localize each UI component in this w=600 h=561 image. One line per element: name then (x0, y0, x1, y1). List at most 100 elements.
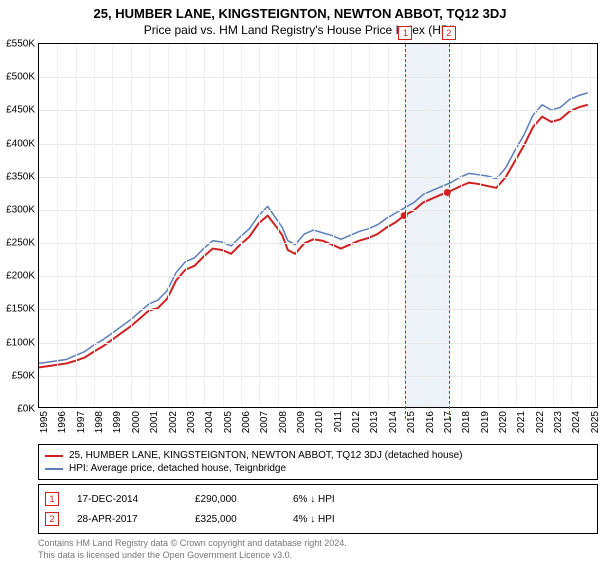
events-box: 117-DEC-2014£290,0006% ↓ HPI228-APR-2017… (38, 484, 598, 534)
gridline-h (39, 376, 597, 377)
x-axis-label: 2000 (131, 411, 142, 433)
x-axis-label: 2016 (425, 411, 436, 433)
x-axis-label: 2018 (461, 411, 472, 433)
event-price: £290,000 (195, 494, 275, 505)
x-axis-label: 2007 (259, 411, 270, 433)
x-axis-label: 2019 (480, 411, 491, 433)
x-axis-label: 2012 (351, 411, 362, 433)
x-axis-label: 2022 (535, 411, 546, 433)
gridline-v (388, 44, 389, 407)
gridline-v (223, 44, 224, 407)
x-axis-label: 2015 (406, 411, 417, 433)
plot-area: £0K£50K£100K£150K£200K£250K£300K£350K£40… (38, 43, 598, 408)
gridline-v (314, 44, 315, 407)
x-axis-label: 2006 (241, 411, 252, 433)
legend-swatch (45, 455, 63, 457)
legend-label: HPI: Average price, detached house, Teig… (69, 463, 286, 474)
y-axis-label: £100K (6, 337, 35, 348)
gridline-v (333, 44, 334, 407)
gridline-v (241, 44, 242, 407)
event-row: 2 28-APR-2017 £325,000 4% ↓ HPI (45, 509, 591, 529)
x-axis-label: 2005 (223, 411, 234, 433)
x-axis-label: 2024 (571, 411, 582, 433)
x-axis-label: 2002 (168, 411, 179, 433)
gridline-v (259, 44, 260, 407)
x-axis-label: 2013 (369, 411, 380, 433)
gridline-h (39, 77, 597, 78)
gridline-h (39, 343, 597, 344)
event-badge: 2 (45, 512, 59, 526)
line-svg (39, 44, 597, 407)
gridline-h (39, 177, 597, 178)
gridline-v (278, 44, 279, 407)
x-axis-label: 2011 (333, 411, 344, 433)
gridline-v (94, 44, 95, 407)
x-axis-label: 1995 (39, 411, 50, 433)
gridline-h (39, 210, 597, 211)
gridline-v (112, 44, 113, 407)
gridline-v (590, 44, 591, 407)
y-axis-label: £450K (6, 105, 35, 116)
gridline-v (76, 44, 77, 407)
x-axis-label: 2003 (186, 411, 197, 433)
gridline-v (168, 44, 169, 407)
x-axis-label: 2021 (516, 411, 527, 433)
event-delta: 4% ↓ HPI (293, 514, 373, 525)
legend-row: 25, HUMBER LANE, KINGSTEIGNTON, NEWTON A… (45, 449, 591, 462)
gridline-v (351, 44, 352, 407)
y-axis-label: £400K (6, 138, 35, 149)
event-row: 117-DEC-2014£290,0006% ↓ HPI (45, 489, 591, 509)
event-date: 28-APR-2017 (77, 514, 177, 525)
x-axis-label: 2009 (296, 411, 307, 433)
y-axis-label: £200K (6, 271, 35, 282)
y-axis-label: £300K (6, 204, 35, 215)
y-axis-label: £0K (17, 404, 35, 415)
x-axis-label: 2001 (149, 411, 160, 433)
x-axis-label: 1998 (94, 411, 105, 433)
x-axis-label: 1997 (76, 411, 87, 433)
marker-line (405, 44, 406, 419)
chart-subtitle: Price paid vs. HM Land Registry's House … (0, 21, 600, 43)
gridline-h (39, 110, 597, 111)
gridline-v (571, 44, 572, 407)
chart-title: 25, HUMBER LANE, KINGSTEIGNTON, NEWTON A… (0, 0, 600, 21)
gridline-v (149, 44, 150, 407)
legend-box: 25, HUMBER LANE, KINGSTEIGNTON, NEWTON A… (38, 444, 598, 480)
x-axis-label: 1999 (112, 411, 123, 433)
marker-badge: 2 (442, 26, 456, 40)
event-date: 17-DEC-2014 (77, 494, 177, 505)
footer-line-2: This data is licensed under the Open Gov… (38, 550, 598, 561)
gridline-v (461, 44, 462, 407)
x-axis-label: 2004 (204, 411, 215, 433)
marker-line (449, 44, 450, 419)
gridline-v (57, 44, 58, 407)
gridline-v (553, 44, 554, 407)
y-axis-label: £150K (6, 304, 35, 315)
legend-swatch (45, 468, 63, 470)
gridline-v (131, 44, 132, 407)
series-line (39, 93, 588, 364)
legend-row: HPI: Average price, detached house, Teig… (45, 462, 591, 475)
gridline-h (39, 276, 597, 277)
gridline-h (39, 309, 597, 310)
gridline-v (516, 44, 517, 407)
x-axis-label: 2010 (314, 411, 325, 433)
y-axis-label: £500K (6, 72, 35, 83)
gridline-v (498, 44, 499, 407)
event-price: £325,000 (195, 514, 275, 525)
gridline-v (186, 44, 187, 407)
gridline-v (535, 44, 536, 407)
marker-badge: 1 (398, 26, 412, 40)
below-chart: 25, HUMBER LANE, KINGSTEIGNTON, NEWTON A… (38, 444, 598, 561)
y-axis-label: £350K (6, 171, 35, 182)
y-axis-label: £50K (12, 370, 35, 381)
x-axis-label: 2014 (388, 411, 399, 433)
y-axis-label: £550K (6, 39, 35, 50)
x-axis-label: 2023 (553, 411, 564, 433)
gridline-h (39, 243, 597, 244)
legend-label: 25, HUMBER LANE, KINGSTEIGNTON, NEWTON A… (69, 450, 462, 461)
gridline-v (480, 44, 481, 407)
x-axis-label: 2008 (278, 411, 289, 433)
event-badge: 1 (45, 492, 59, 506)
gridline-v (296, 44, 297, 407)
